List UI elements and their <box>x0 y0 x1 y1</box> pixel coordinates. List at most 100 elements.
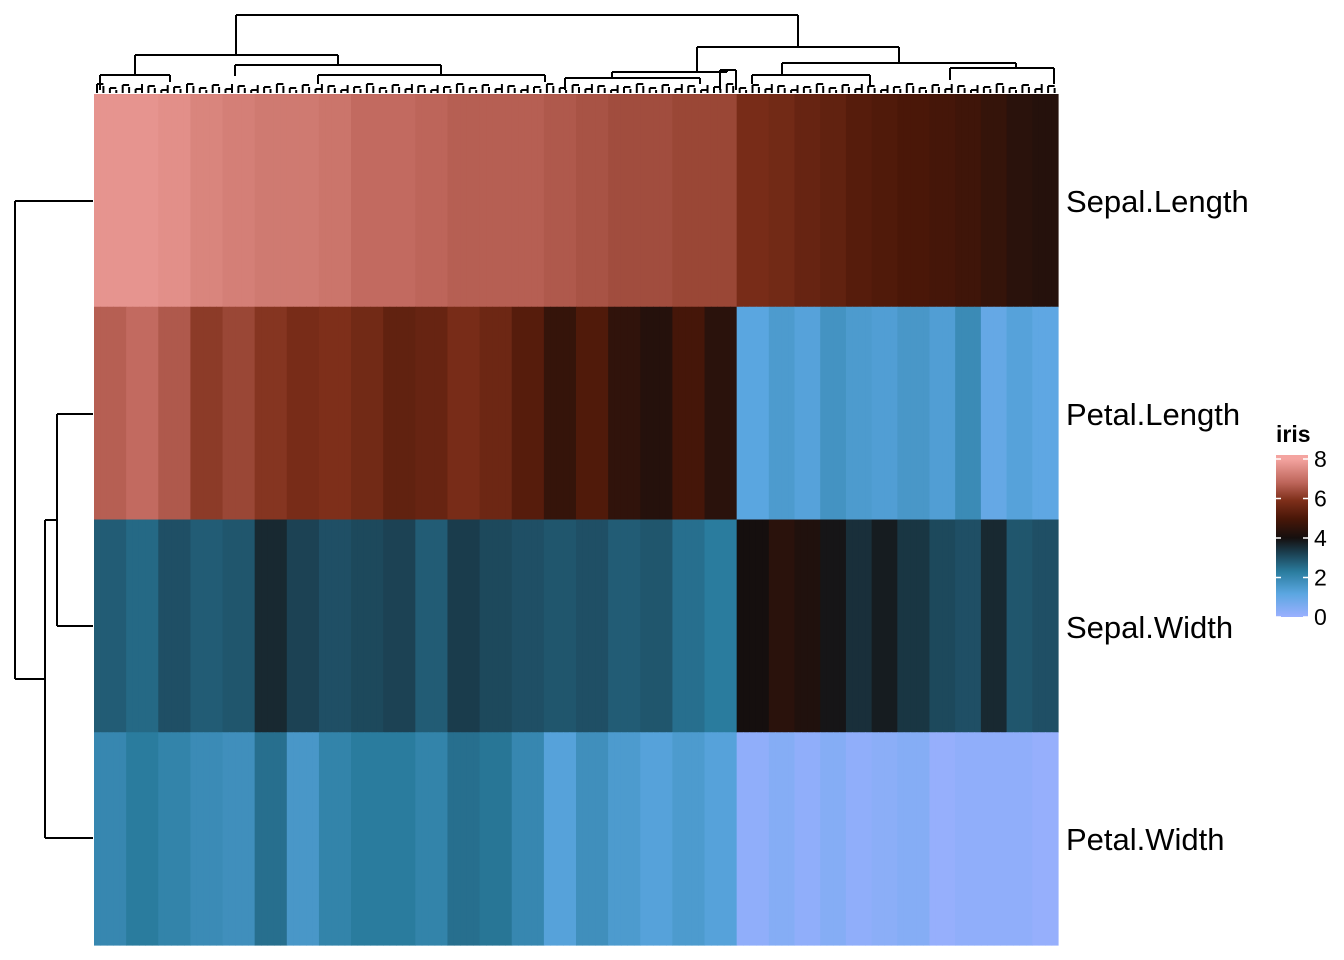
heatmap-cell <box>428 519 436 733</box>
heatmap-cell <box>151 732 159 946</box>
heatmap-cell <box>865 519 873 733</box>
heatmap-cell <box>903 306 911 521</box>
heatmap-cell <box>183 94 191 308</box>
heatmap-cell <box>646 732 654 946</box>
heatmap-cell <box>331 519 339 733</box>
heatmap-cell <box>235 94 243 308</box>
heatmap-cell <box>614 732 622 946</box>
heatmap-cell <box>678 94 686 308</box>
heatmap-cell <box>890 519 898 733</box>
heatmap-cell <box>434 519 442 733</box>
heatmap-cell <box>126 94 134 308</box>
heatmap-cell <box>788 94 796 308</box>
heatmap-cell <box>993 732 1001 946</box>
heatmap-cell <box>556 519 564 733</box>
heatmap-cell <box>659 306 667 521</box>
heatmap-cell <box>755 519 763 733</box>
heatmap-cell <box>833 519 841 733</box>
heatmap-cell <box>807 732 815 946</box>
heatmap-cell <box>717 519 725 733</box>
heatmap-cell <box>627 306 635 521</box>
heatmap-cell <box>974 306 982 521</box>
heatmap-cell <box>595 306 603 521</box>
heatmap-cell <box>402 94 410 308</box>
heatmap-cell <box>222 94 230 308</box>
heatmap-cell <box>576 306 584 521</box>
heatmap-cell <box>370 94 378 308</box>
heatmap-cell <box>511 519 519 733</box>
heatmap-cell <box>486 94 494 308</box>
heatmap-cell <box>839 94 847 308</box>
heatmap-cell <box>1019 94 1027 308</box>
heatmap-cell <box>408 94 416 308</box>
heatmap-cell <box>216 94 224 308</box>
heatmap-cell <box>691 94 699 308</box>
heatmap-cell <box>878 732 886 946</box>
heatmap-cell <box>126 306 134 521</box>
heatmap-cell <box>723 519 731 733</box>
heatmap-cell <box>1013 519 1021 733</box>
heatmap-cell <box>1051 94 1059 308</box>
heatmap-cell <box>620 306 629 521</box>
heatmap-cell <box>717 732 725 946</box>
heatmap-cell <box>248 306 256 521</box>
heatmap-cell <box>608 732 616 946</box>
heatmap-cell <box>890 94 898 308</box>
heatmap-cell <box>228 732 236 946</box>
heatmap-cell <box>878 94 886 308</box>
heatmap-cell <box>106 519 114 733</box>
heatmap-cell <box>897 732 905 946</box>
heatmap-cell <box>768 519 776 733</box>
heatmap-cell <box>415 519 423 733</box>
heatmap-cell <box>151 306 159 521</box>
heatmap-cell <box>1045 94 1053 308</box>
heatmap-cell <box>460 94 468 308</box>
heatmap-cell <box>980 732 988 946</box>
heatmap-cell <box>665 519 673 733</box>
heatmap-cell <box>845 732 853 946</box>
heatmap-cell <box>768 306 776 521</box>
heatmap-cell <box>138 306 147 521</box>
heatmap-cell <box>749 306 757 521</box>
heatmap-cell <box>505 94 513 308</box>
heatmap-cell <box>94 519 102 733</box>
heatmap-cell <box>935 306 943 521</box>
heatmap-cell <box>222 732 230 946</box>
heatmap-cell <box>833 94 841 308</box>
heatmap-cell <box>653 732 661 946</box>
heatmap-cell <box>344 732 352 946</box>
heatmap-cell <box>376 94 384 308</box>
heatmap-cell <box>524 519 532 733</box>
heatmap-cell <box>678 519 686 733</box>
heatmap-cell <box>1032 732 1040 946</box>
heatmap-cell <box>145 306 153 521</box>
heatmap-cell <box>267 732 275 946</box>
heatmap-cell <box>550 732 558 946</box>
heatmap-cell <box>267 306 275 521</box>
heatmap-cell <box>518 306 526 521</box>
heatmap-cell <box>537 519 545 733</box>
heatmap-cell <box>929 94 937 308</box>
heatmap-cell <box>826 732 834 946</box>
heatmap-cell <box>820 306 828 521</box>
heatmap-cell <box>100 519 108 733</box>
heatmap-cell <box>235 519 243 733</box>
heatmap-cell <box>344 519 352 733</box>
heatmap-cell <box>826 519 834 733</box>
heatmap-cell <box>685 306 693 521</box>
heatmap-cell <box>884 306 892 521</box>
heatmap-cell <box>273 306 281 521</box>
heatmap-cell <box>845 519 853 733</box>
heatmap-cell <box>910 306 918 521</box>
heatmap-cell <box>505 306 513 521</box>
heatmap-cell <box>479 519 487 733</box>
heatmap-cell <box>473 732 481 946</box>
heatmap-cell <box>1045 306 1053 521</box>
heatmap-cell <box>119 94 127 308</box>
heatmap-cell <box>820 519 828 733</box>
heatmap-cell <box>453 732 461 946</box>
heatmap-cell <box>473 94 481 308</box>
heatmap-cell <box>1006 732 1014 946</box>
heatmap-cell <box>492 306 500 521</box>
heatmap-cell <box>582 732 590 946</box>
